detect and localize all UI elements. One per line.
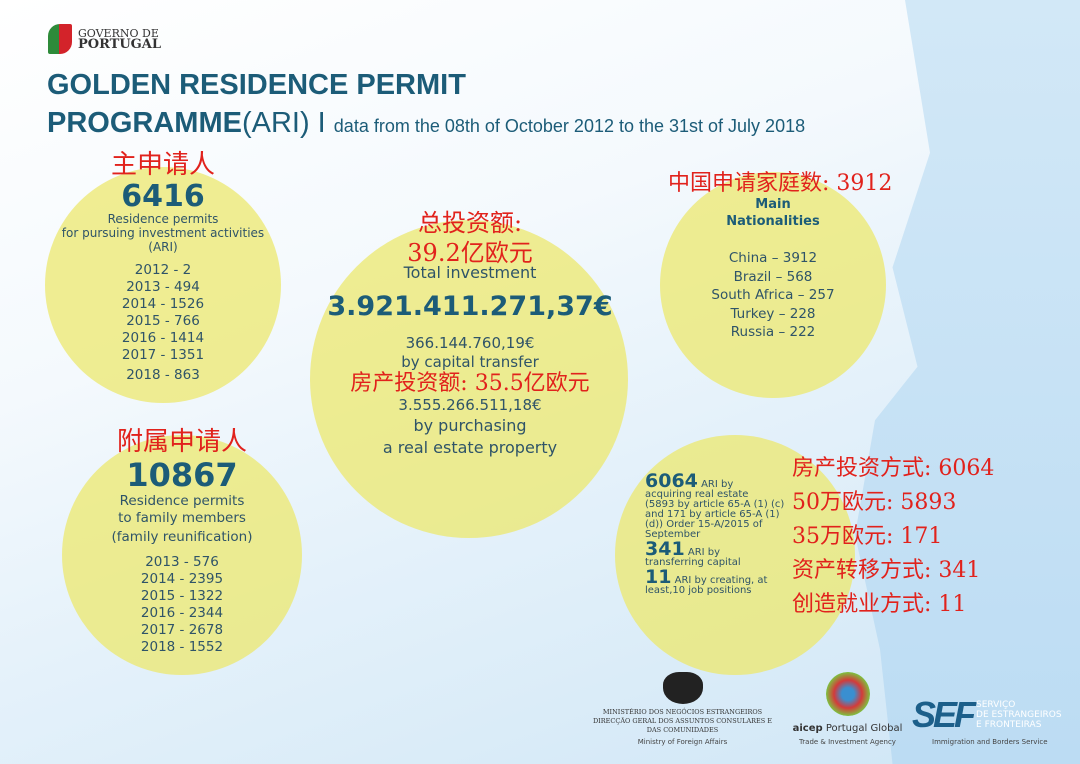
mne-logo-block: MINISTÉRIO DOS NEGÓCIOS ESTRANGEIROS DIR… xyxy=(590,672,775,746)
family-desc2: to family members xyxy=(118,510,246,526)
mne-line2: DIRECÇÃO GERAL DOS ASSUNTOS CONSULARES E xyxy=(592,717,773,725)
main-desc3: (ARI) xyxy=(148,240,178,254)
sef-logo-block: SEF SERVIÇO DE ESTRANGEIROS E FRONTEIRAS… xyxy=(912,694,1080,747)
aicep-bold: aicep xyxy=(792,723,823,734)
mne-english: Ministry of Foreign Affairs xyxy=(637,738,728,746)
coat-of-arms-icon xyxy=(662,672,703,704)
investment-cn-label2: 39.2亿欧元 xyxy=(407,239,533,267)
capital-amount: 366.144.760,19€ xyxy=(405,334,535,352)
investment-total: 3.921.411.271,37€ xyxy=(327,291,613,322)
sef-line2: DE ESTRANGEIROS xyxy=(976,710,1062,720)
family-cn-label: 附属申请人 xyxy=(116,427,247,457)
year-item: 2012 - 2 xyxy=(134,262,192,278)
family-desc3: (family reunification) xyxy=(111,529,253,545)
logo-line2: PORTUGAL xyxy=(78,37,162,52)
portugal-map-background xyxy=(855,0,1080,764)
family-circle xyxy=(62,435,302,675)
page-title: GOLDEN RESIDENCE PERMIT PROGRAMME(ARI) I… xyxy=(47,66,805,145)
cn-summary-item: 房产投资方式: 6064 xyxy=(792,456,995,481)
investment-cn-label1: 总投资额: xyxy=(417,209,523,237)
realestate-label2: a real estate property xyxy=(382,438,558,457)
sef-line3: E FRONTEIRAS xyxy=(976,720,1042,730)
mne-line3: DAS COMUNIDADES xyxy=(646,726,719,734)
year-item: 2013 - 576 xyxy=(145,554,219,570)
year-item: 2015 - 1322 xyxy=(140,588,224,604)
ari-types-block: 6064 ARI by acquiring real estate (5893 … xyxy=(645,472,795,596)
type-text: and 171 by article 65-A (1) xyxy=(645,509,780,520)
subtitle: data from the 08th of October 2012 to th… xyxy=(333,116,806,136)
sef-english: Immigration and Borders Service xyxy=(932,738,1048,746)
type-text: (d)) Order 15-A/2015 of xyxy=(645,519,763,530)
year-item: 2016 - 1414 xyxy=(121,330,205,346)
nationality-item: Turkey – 228 xyxy=(730,305,816,322)
main-applicants-block: 主申请人 6416 Residence permits for pursuing… xyxy=(45,150,281,384)
nationalities-cn-label: 中国申请家庭数: 3912 xyxy=(668,171,893,196)
family-count: 10867 xyxy=(126,456,238,494)
realestate-amount: 3.555.266.511,18€ xyxy=(398,396,542,414)
type-text: ARI by xyxy=(701,479,734,490)
title-programme: PROGRAMME xyxy=(47,107,242,139)
aicep-dots-icon xyxy=(825,672,870,716)
title-line1: GOLDEN RESIDENCE PERMIT xyxy=(47,69,466,101)
type-text: transferring capital xyxy=(645,557,741,568)
type-text: September xyxy=(645,529,701,540)
type-text: ARI by creating, at xyxy=(674,575,768,586)
main-applicants-circle xyxy=(45,167,281,403)
type-text: least,10 job positions xyxy=(645,585,752,596)
year-item: 2013 - 494 xyxy=(126,279,200,295)
main-applicants-count: 6416 xyxy=(121,179,205,214)
year-item: 2015 - 766 xyxy=(126,313,200,329)
sef-line1: SERVIÇO xyxy=(976,700,1016,710)
cn-summary: 房产投资方式: 6064 50万欧元: 5893 35万欧元: 171 资产转移… xyxy=(792,452,994,622)
realestate-label1: by purchasing xyxy=(413,416,527,435)
sef-logo: SEF xyxy=(912,694,976,735)
nationalities-block: Main Nationalities China – 3912 Brazil –… xyxy=(660,196,886,342)
nationality-item: China – 3912 xyxy=(728,250,818,266)
government-logo: GOVERNO DE PORTUGAL xyxy=(48,24,161,54)
aicep-logo-block: aicep Portugal Global Trade & Investment… xyxy=(785,672,910,746)
cn-summary-item: 35万欧元: 171 xyxy=(792,524,943,549)
cn-summary-item: 创造就业方式: 11 xyxy=(792,592,967,617)
cn-summary-item: 50万欧元: 5893 xyxy=(792,490,957,515)
aicep-rest: Portugal Global xyxy=(822,723,903,734)
type-text: (5893 by article 65-A (1) (c) xyxy=(645,499,785,510)
year-item: 2018 - 1552 xyxy=(140,639,224,655)
type-count-jobs: 11 xyxy=(645,566,672,588)
nationalities-circle xyxy=(660,172,886,398)
aicep-english: Trade & Investment Agency xyxy=(799,738,896,746)
flag-emblem-icon xyxy=(48,24,72,54)
year-item: 2014 - 2395 xyxy=(140,571,224,587)
type-count-capital: 341 xyxy=(645,538,685,560)
nationality-item: Brazil – 568 xyxy=(733,268,813,285)
year-item: 2016 - 2344 xyxy=(140,605,224,621)
year-item: 2017 - 2678 xyxy=(140,622,224,638)
capital-label: by capital transfer xyxy=(401,353,539,371)
type-count-realestate: 6064 xyxy=(645,470,698,492)
family-desc1: Residence permits xyxy=(119,493,245,509)
main-applicants-cn-label: 主申请人 xyxy=(110,150,215,180)
main-desc1: Residence permits xyxy=(107,212,219,226)
realestate-cn-label: 房产投资额: 35.5亿欧元 xyxy=(350,371,590,396)
investment-label: Total investment xyxy=(403,263,537,282)
cn-summary-item: 资产转移方式: 341 xyxy=(792,558,981,583)
investment-circle xyxy=(310,220,628,538)
nationalities-title1: Main xyxy=(755,197,791,212)
year-item: 2014 - 1526 xyxy=(121,296,205,312)
types-circle xyxy=(615,435,855,675)
investment-block: 总投资额: 39.2亿欧元 Total investment 3.921.411… xyxy=(300,208,640,459)
title-ari: (ARI) I xyxy=(241,107,326,139)
family-block: 附属申请人 10867 Residence permits to family … xyxy=(62,427,302,656)
year-item: 2018 - 863 xyxy=(126,367,200,383)
type-text: ARI by xyxy=(687,547,721,558)
mne-line1: MINISTÉRIO DOS NEGÓCIOS ESTRANGEIROS xyxy=(602,708,763,716)
nationality-item: South Africa – 257 xyxy=(711,287,835,303)
nationality-item: Russia – 222 xyxy=(730,324,816,340)
nationalities-title2: Nationalities xyxy=(726,214,820,229)
logo-line1: GOVERNO DE xyxy=(78,27,159,40)
main-desc2: for pursuing investment activities xyxy=(61,226,265,240)
year-item: 2017 - 1351 xyxy=(121,347,205,363)
type-text: acquiring real estate xyxy=(645,489,749,500)
